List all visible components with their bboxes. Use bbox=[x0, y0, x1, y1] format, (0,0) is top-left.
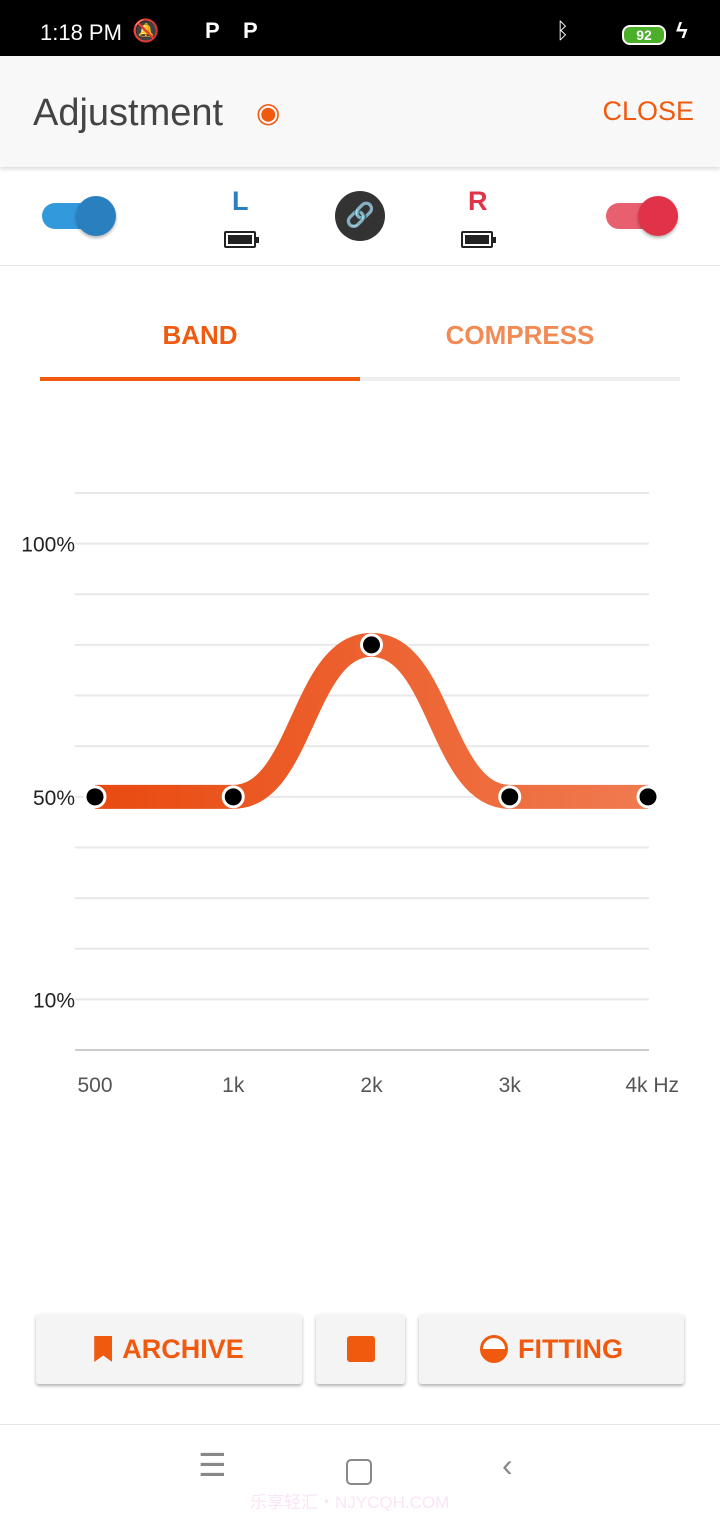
mute-icon: 🔕 bbox=[132, 18, 160, 43]
x-tick-label: 1k bbox=[222, 1074, 245, 1097]
fitting-button[interactable]: FITTING bbox=[419, 1314, 684, 1384]
band-curve bbox=[95, 632, 648, 809]
x-tick-label: 500 bbox=[77, 1074, 112, 1097]
archive-button[interactable]: ARCHIVE bbox=[36, 1314, 302, 1384]
tab-band[interactable]: BAND bbox=[162, 320, 238, 350]
x-tick-label: 2k bbox=[360, 1074, 383, 1097]
close-button[interactable]: CLOSE bbox=[602, 96, 694, 126]
book-icon bbox=[346, 1336, 375, 1362]
band-point[interactable] bbox=[221, 785, 245, 809]
tab-indicator bbox=[40, 377, 680, 381]
x-tick-label: 4k Hz bbox=[625, 1074, 679, 1097]
navigation-bar: ☰ ‹ 乐享轻汇・NJYCQH.COM bbox=[0, 1424, 720, 1520]
watermark: 乐享轻汇・NJYCQH.COM bbox=[250, 1493, 450, 1512]
right-toggle[interactable] bbox=[606, 196, 678, 236]
p-icon: P bbox=[205, 18, 220, 43]
home-icon[interactable] bbox=[346, 1459, 372, 1485]
p-icon: P bbox=[243, 18, 258, 43]
archive-label: ARCHIVE bbox=[122, 1333, 244, 1364]
back-icon[interactable]: ‹ bbox=[502, 1447, 513, 1483]
book-button[interactable] bbox=[316, 1314, 405, 1384]
left-label: L bbox=[232, 186, 249, 216]
band-point[interactable] bbox=[636, 785, 660, 809]
fitting-icon bbox=[480, 1335, 508, 1363]
link-icon[interactable]: 🔗 bbox=[335, 191, 385, 241]
bluetooth-icon: ᛒ bbox=[556, 18, 570, 43]
y-tick-label: 50% bbox=[33, 787, 75, 810]
right-label: R bbox=[468, 186, 488, 216]
status-time: 1:18 PM bbox=[40, 20, 122, 45]
page-title: Adjustment bbox=[33, 92, 224, 134]
status-bar: 1:18 PM 🔕 P P ᛒ 92 ϟ bbox=[0, 0, 720, 56]
band-point[interactable] bbox=[360, 633, 383, 657]
bookmark-icon bbox=[94, 1336, 113, 1362]
battery-icon: 92 bbox=[622, 25, 666, 45]
x-tick-label: 3k bbox=[499, 1074, 522, 1097]
charging-icon: ϟ bbox=[676, 18, 688, 43]
eye-icon[interactable]: ◉ bbox=[256, 97, 281, 128]
right-battery-icon bbox=[461, 231, 496, 248]
fitting-label: FITTING bbox=[518, 1333, 623, 1364]
left-battery-icon bbox=[224, 231, 259, 248]
band-chart[interactable]: 100% 50% 10% 500 1k 2k 3k 4k Hz bbox=[0, 440, 720, 1120]
y-tick-label: 10% bbox=[33, 989, 75, 1012]
band-point[interactable] bbox=[498, 785, 522, 809]
app-bar: Adjustment ◉ CLOSE bbox=[0, 56, 720, 167]
left-toggle[interactable] bbox=[42, 196, 116, 236]
device-row: L 🔗 R bbox=[0, 168, 720, 266]
y-tick-label: 100% bbox=[21, 534, 75, 557]
menu-icon[interactable]: ☰ bbox=[198, 1447, 227, 1483]
band-point[interactable] bbox=[83, 785, 107, 809]
tab-compress[interactable]: COMPRESS bbox=[445, 320, 595, 350]
